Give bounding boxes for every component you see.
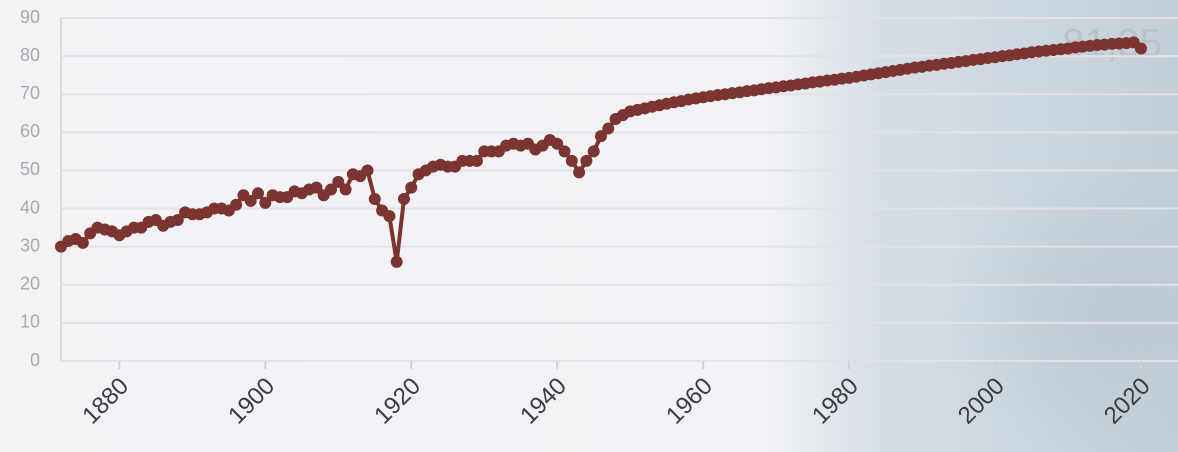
y-tick-label: 60 <box>20 121 40 141</box>
data-point <box>77 237 89 249</box>
chart: 81,35 0102030405060708090188019001920194… <box>0 0 1178 452</box>
y-tick-label: 20 <box>20 274 40 294</box>
data-point <box>588 145 600 157</box>
data-point <box>559 145 571 157</box>
data-point <box>398 193 410 205</box>
data-point <box>1135 42 1147 54</box>
y-tick-label: 80 <box>20 45 40 65</box>
data-point <box>471 155 483 167</box>
data-point <box>391 256 403 268</box>
data-point <box>340 184 352 196</box>
data-point <box>230 199 242 211</box>
data-point <box>573 166 585 178</box>
y-tick-label: 90 <box>20 7 40 27</box>
y-tick-label: 50 <box>20 159 40 179</box>
data-point <box>602 123 614 135</box>
data-point <box>369 193 381 205</box>
y-tick-label: 0 <box>30 350 40 370</box>
data-point <box>252 187 264 199</box>
data-point <box>580 155 592 167</box>
y-tick-label: 40 <box>20 197 40 217</box>
data-point <box>566 155 578 167</box>
y-tick-label: 30 <box>20 235 40 255</box>
y-tick-label: 70 <box>20 83 40 103</box>
data-point <box>361 164 373 176</box>
y-tick-label: 10 <box>20 312 40 332</box>
data-point <box>405 182 417 194</box>
data-point <box>383 210 395 222</box>
